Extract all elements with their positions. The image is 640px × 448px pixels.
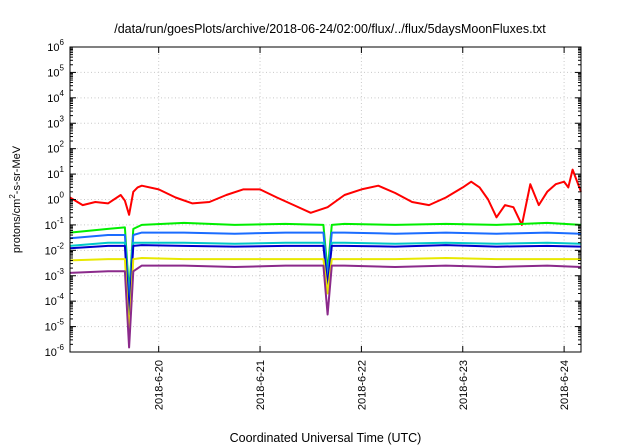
y-tick-label: 10-5 (45, 318, 65, 334)
tick-layer: 106 105 104 103 102 101 100 10-1 10-2 10-3 10-4 10-… (45, 38, 581, 410)
y-tick-label: 106 (47, 38, 64, 54)
y-tick-label: 10-1 (45, 216, 65, 232)
series-layer (69, 168, 582, 349)
series-line-5 (69, 244, 582, 316)
y-tick-label: 10-3 (45, 267, 65, 283)
y-tick-label: 104 (47, 89, 64, 105)
x-tick-label: 2018-6-20 (154, 360, 166, 410)
x-tick-label: 2018-6-24 (559, 360, 571, 410)
y-axis-label-sup: 2 (8, 194, 17, 199)
y-tick-label: 103 (47, 114, 64, 130)
y-tick-label: 10-6 (45, 343, 65, 359)
y-axis-label-post: -s-sr-MeV (11, 145, 23, 194)
y-tick-label: 105 (47, 63, 64, 79)
series-line-7 (69, 264, 582, 349)
y-tick-label: 101 (47, 165, 64, 181)
y-tick-label: 102 (47, 140, 64, 156)
y-tick-label: 10-4 (45, 292, 65, 308)
x-tick-label: 2018-6-23 (458, 360, 470, 410)
chart-title: /data/run/goesPlots/archive/2018-06-24/0… (114, 22, 546, 36)
x-tick-label: 2018-6-21 (255, 360, 267, 410)
grid-layer (70, 47, 581, 352)
y-tick-label: 100 (47, 191, 64, 207)
x-axis-label: Coordinated Universal Time (UTC) (230, 431, 422, 445)
y-axis-label: protons/cm2-s-sr-MeV (8, 145, 23, 253)
series-line-1 (69, 168, 582, 226)
y-axis-label-pre: protons/cm (11, 199, 23, 253)
y-tick-label: 10-2 (45, 241, 65, 257)
x-tick-label: 2018-6-22 (356, 360, 368, 410)
